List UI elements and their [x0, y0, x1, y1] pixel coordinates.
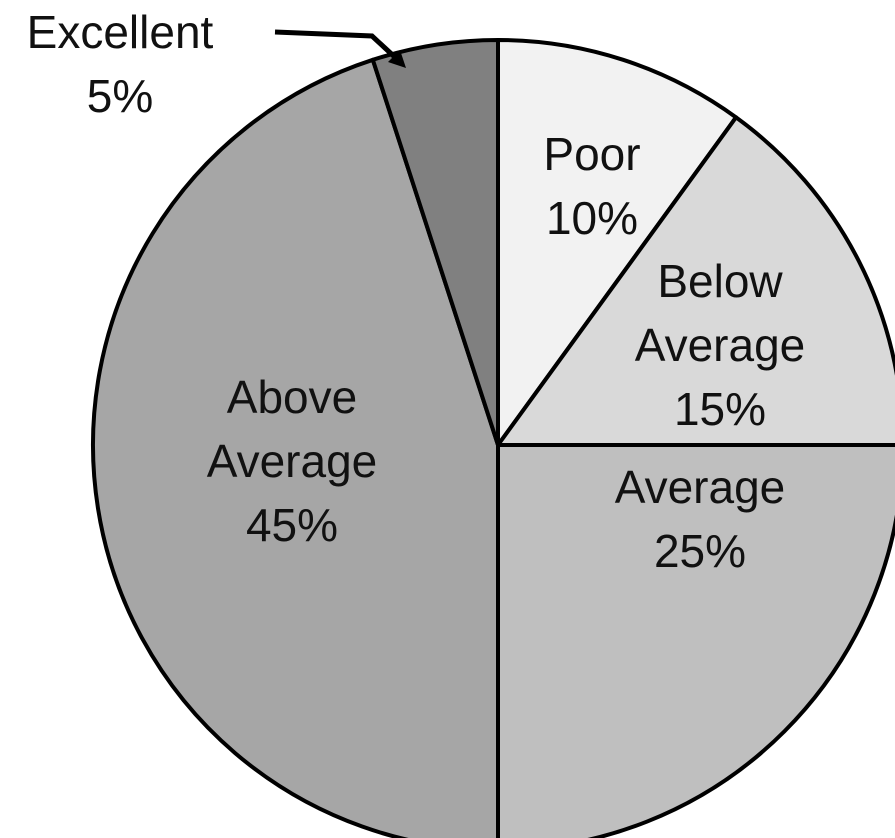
pie-label-below-average: Below Average 15%	[635, 255, 806, 435]
pie-label-average: Average 25%	[615, 461, 786, 577]
pie-slice-excellent	[370, 38, 500, 447]
pie-slice-poor	[496, 38, 739, 447]
pie-slices	[91, 38, 895, 838]
pie-label-above-average: Above Average 45%	[207, 371, 378, 551]
pie-slice-above-average	[91, 57, 500, 838]
pie-labels: Poor 10% Below Average 15% Average 25% Above Ave…	[27, 6, 806, 577]
pie-label-poor: Poor 10%	[543, 128, 640, 244]
excellent-pointer-arrowhead	[388, 50, 406, 68]
pie-slice-average	[496, 443, 895, 838]
pie-slice-below-average	[496, 115, 895, 447]
pie-label-excellent: Excellent 5%	[27, 6, 214, 122]
excellent-pointer-arrow	[274, 29, 400, 62]
